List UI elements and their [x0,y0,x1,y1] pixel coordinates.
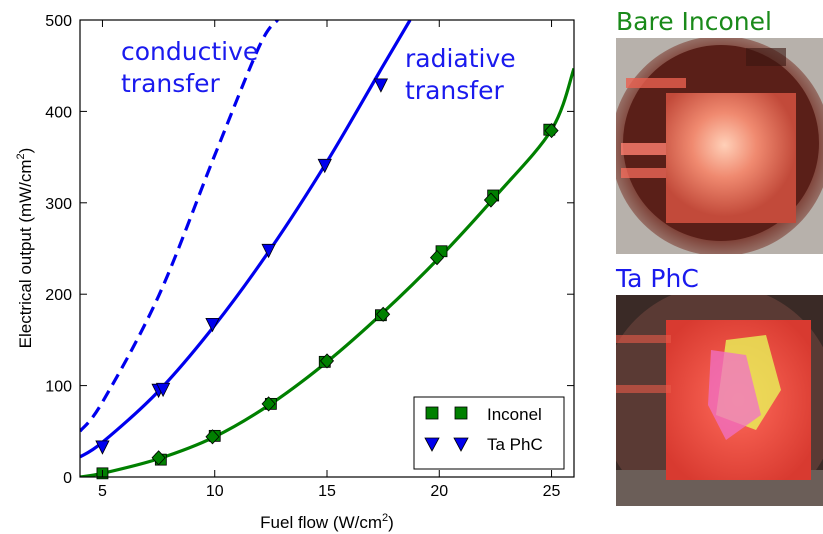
taphc-photo [616,295,823,506]
legend-label-taphc: Ta PhC [487,435,543,454]
annotation-text: radiative [405,44,516,73]
data-point-triangle-down [317,158,332,174]
axis-ticks: 5 10 15 20 25 0 100 200 300 400 500 [45,13,574,500]
annotation-radiative: radiative transfer [405,44,516,105]
data-point-diamond [376,306,391,322]
annotation-text: transfer [405,76,504,105]
data-point-diamond [261,396,276,412]
y-tick-label: 200 [45,287,72,304]
fit-curves [80,20,574,477]
annotation-text: transfer [121,69,220,98]
data-point-triangle-down [205,317,220,333]
legend-marker-taphc-2 [453,437,469,452]
legend-marker-taphc-1 [424,437,440,452]
fit-curve-1 [80,20,279,433]
y-tick-label: 500 [45,13,72,30]
legend-label-inconel: Inconel [487,405,542,424]
data-points [95,78,559,480]
x-tick-label: 15 [318,483,336,500]
x-tick-label: 25 [543,483,561,500]
data-point-diamond [319,353,335,369]
fit-curve-0 [80,20,412,459]
data-point-diamond [429,250,445,266]
data-point-diamond [205,429,220,445]
fit-curve-2 [80,67,574,477]
y-axis-label: Electrical output (mW/cm2) [15,148,35,349]
legend-box [413,396,565,470]
y-tick-label: 300 [45,196,72,213]
annotation-text: conductive [121,37,258,66]
photo-title-inconel: Bare Inconel [616,7,772,36]
data-point-diamond [151,450,166,466]
photo-title-taphc: Ta PhC [616,264,699,293]
data-point-triangle-down [155,382,171,398]
y-tick-label: 100 [45,379,72,396]
y-tick-label: 0 [63,470,72,487]
data-point-diamond [483,192,498,208]
x-tick-label: 10 [206,483,224,500]
legend-marker-inconel-1 [425,406,439,420]
x-tick-label: 20 [430,483,448,500]
data-point-triangle-down [373,78,389,93]
data-point-triangle-down [261,243,276,259]
inconel-photo [616,38,823,254]
data-point-triangle-down [95,440,110,455]
x-tick-label: 5 [98,483,107,500]
data-point-diamond [544,123,559,139]
legend: Inconel Ta PhC [413,396,565,470]
legend-marker-inconel-2 [454,406,468,420]
x-axis-label: Fuel flow (W/cm2) [260,512,394,532]
y-tick-label: 400 [45,104,72,121]
annotation-conductive: conductive transfer [121,37,258,98]
